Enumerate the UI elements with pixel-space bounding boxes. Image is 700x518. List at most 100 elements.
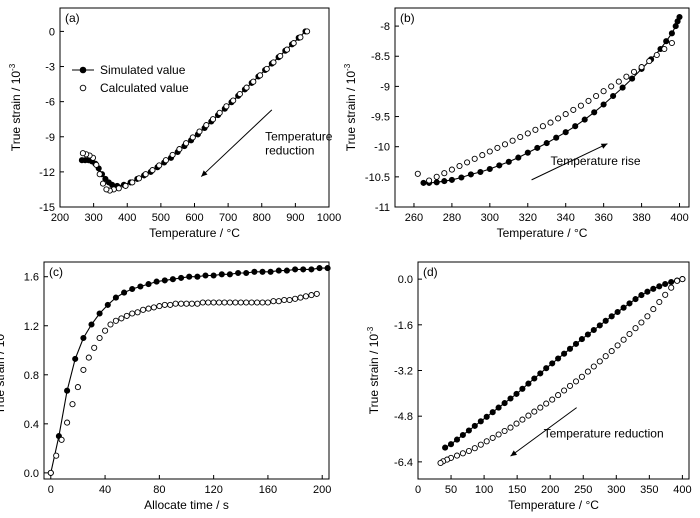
- x-tick-label: 380: [632, 212, 650, 224]
- data-point: [623, 73, 630, 80]
- data-point: [600, 101, 607, 108]
- panel-label: (b): [400, 11, 415, 25]
- data-point: [581, 116, 588, 123]
- data-point: [619, 84, 626, 91]
- data-point: [209, 116, 217, 123]
- panel-label: (c): [49, 265, 63, 279]
- data-point: [264, 299, 271, 306]
- y-tick-label: -6.4: [394, 457, 413, 469]
- y-tick-label: 0.4: [24, 419, 39, 431]
- data-point: [232, 299, 239, 306]
- data-point: [501, 141, 509, 148]
- data-point: [585, 97, 592, 104]
- data-point: [602, 353, 609, 360]
- x-tick-label: 80: [153, 484, 165, 496]
- series-calculated: [47, 290, 320, 476]
- data-point: [524, 130, 531, 137]
- data-point: [153, 278, 160, 285]
- y-axis-label: True strain / 10-4: [0, 326, 7, 414]
- y-tick-label: -3.2: [394, 366, 413, 378]
- data-point: [96, 171, 103, 178]
- data-point: [236, 90, 243, 98]
- legend-marker: [79, 66, 87, 74]
- data-point: [145, 305, 152, 312]
- data-point: [308, 266, 315, 273]
- data-point: [539, 123, 546, 130]
- data-point: [590, 326, 597, 334]
- data-point: [477, 441, 484, 448]
- data-point: [210, 272, 217, 279]
- y-axis-label: True strain / 10-3: [366, 326, 381, 414]
- data-point: [537, 404, 544, 411]
- y-axis-label-text: True strain / 10: [0, 334, 7, 415]
- data-point: [107, 321, 114, 328]
- data-point: [447, 441, 455, 448]
- y-tick-label: -6: [45, 97, 55, 109]
- data-point: [194, 300, 201, 307]
- data-point: [477, 418, 484, 425]
- data-point: [263, 65, 270, 72]
- data-point: [281, 296, 288, 304]
- data-point: [277, 52, 284, 60]
- y-axis-label-exponent: -3: [366, 326, 375, 334]
- annotation: Temperature rise: [531, 143, 641, 181]
- data-point: [420, 179, 427, 186]
- data-point: [650, 306, 657, 313]
- data-point: [448, 166, 455, 173]
- data-point: [572, 340, 580, 347]
- data-point: [145, 281, 152, 288]
- data-point: [632, 296, 639, 303]
- data-point: [620, 336, 627, 343]
- data-point: [615, 78, 622, 85]
- data-point: [259, 299, 266, 306]
- data-point: [553, 134, 560, 141]
- data-point: [93, 161, 100, 168]
- data-point: [646, 58, 653, 65]
- data-point: [459, 450, 466, 457]
- legend: Simulated value Calculated value: [72, 63, 189, 95]
- data-point: [150, 304, 157, 311]
- x-tick-label: 0: [415, 484, 421, 496]
- data-point: [216, 299, 223, 306]
- data-point: [501, 400, 508, 407]
- series-simulated: [47, 265, 331, 476]
- data-point: [433, 173, 440, 180]
- data-point: [102, 327, 109, 334]
- x-tick-label: 200: [51, 212, 69, 224]
- data-point: [221, 299, 228, 306]
- data-point: [644, 313, 651, 320]
- data-point: [668, 278, 675, 286]
- data-point: [414, 170, 421, 177]
- series-calculated: [79, 28, 311, 194]
- data-point: [118, 315, 125, 322]
- data-point: [270, 298, 277, 305]
- data-point: [156, 162, 163, 169]
- y-axis-label: True strain / 10-3: [343, 63, 358, 151]
- y-axis-label: True strain / 10-3: [8, 63, 23, 151]
- data-point: [562, 129, 569, 136]
- data-point: [608, 313, 615, 320]
- data-point: [638, 319, 645, 326]
- data-point: [202, 272, 209, 279]
- data-point: [517, 133, 524, 141]
- data-point: [608, 348, 615, 355]
- data-point: [53, 452, 60, 459]
- data-point: [267, 268, 274, 275]
- data-point: [243, 299, 250, 306]
- y-tick-label: 0.0: [398, 274, 413, 286]
- data-point: [203, 122, 210, 129]
- y-tick-label: -8: [380, 21, 390, 33]
- data-point: [515, 154, 522, 161]
- data-point: [79, 150, 86, 157]
- data-point: [496, 162, 503, 169]
- data-point: [161, 277, 168, 284]
- data-point: [441, 178, 448, 185]
- data-point: [543, 400, 550, 407]
- y-axis-label-exponent: -4: [0, 326, 1, 334]
- data-point: [104, 301, 111, 308]
- y-tick-label: -3: [45, 62, 55, 74]
- y-tick-label: 0.8: [24, 370, 39, 382]
- plot-frame: [43, 261, 330, 480]
- y-tick-label: -9.5: [371, 112, 390, 124]
